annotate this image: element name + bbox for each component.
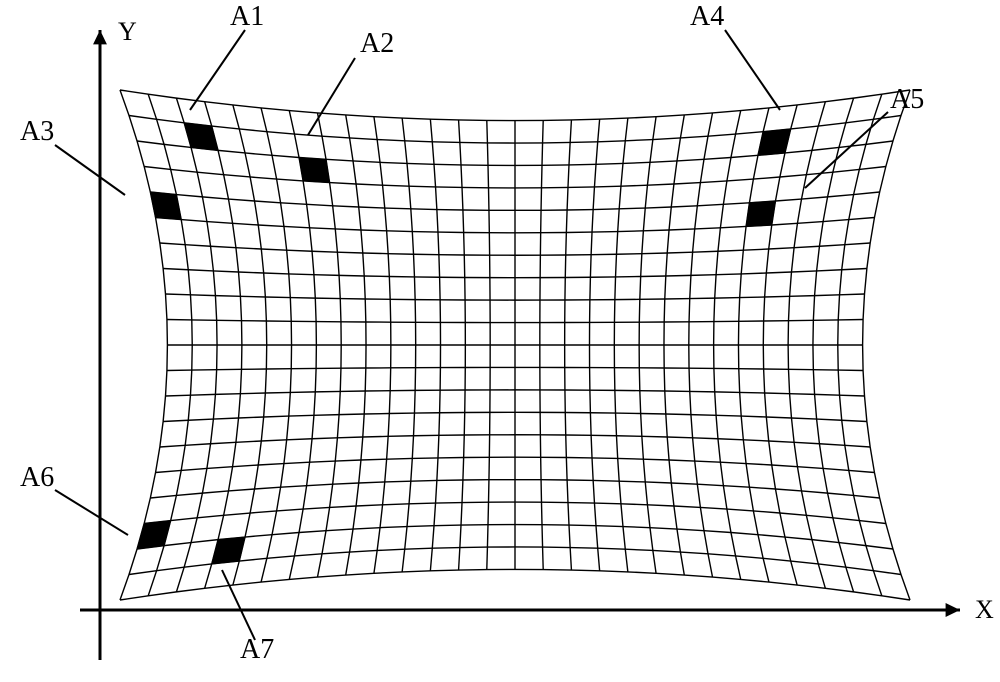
callout-label-a4: A4 [690, 1, 724, 32]
pincushion-grid [120, 90, 910, 600]
callout-label-a2: A2 [360, 28, 394, 59]
svg-text:X: X [975, 595, 994, 624]
callout-line-a7 [222, 570, 255, 640]
filled-cells [137, 123, 791, 564]
callout-label-a5: A5 [890, 84, 924, 115]
cell-a3 [150, 192, 181, 220]
cell-a1 [184, 123, 218, 151]
callout-label-a6: A6 [20, 462, 54, 493]
callout-line-a3 [55, 145, 125, 195]
callout-line-a1 [190, 30, 245, 110]
cell-a4 [758, 129, 791, 155]
callout-line-a4 [725, 30, 780, 110]
cell-a7 [212, 537, 245, 564]
cell-a5 [746, 201, 775, 226]
callout-line-a2 [308, 58, 355, 135]
callout-label-a7: A7 [240, 634, 274, 665]
cell-a2 [299, 157, 330, 182]
svg-text:Y: Y [118, 17, 137, 46]
callout-line-a6 [55, 490, 128, 535]
callout-label-a3: A3 [20, 116, 54, 147]
distortion-grid-diagram: X Y A1 A2 A3 A4 A5 A6 A7 [0, 0, 1000, 682]
callout-label-a1: A1 [230, 1, 264, 32]
cell-a6 [137, 521, 171, 549]
